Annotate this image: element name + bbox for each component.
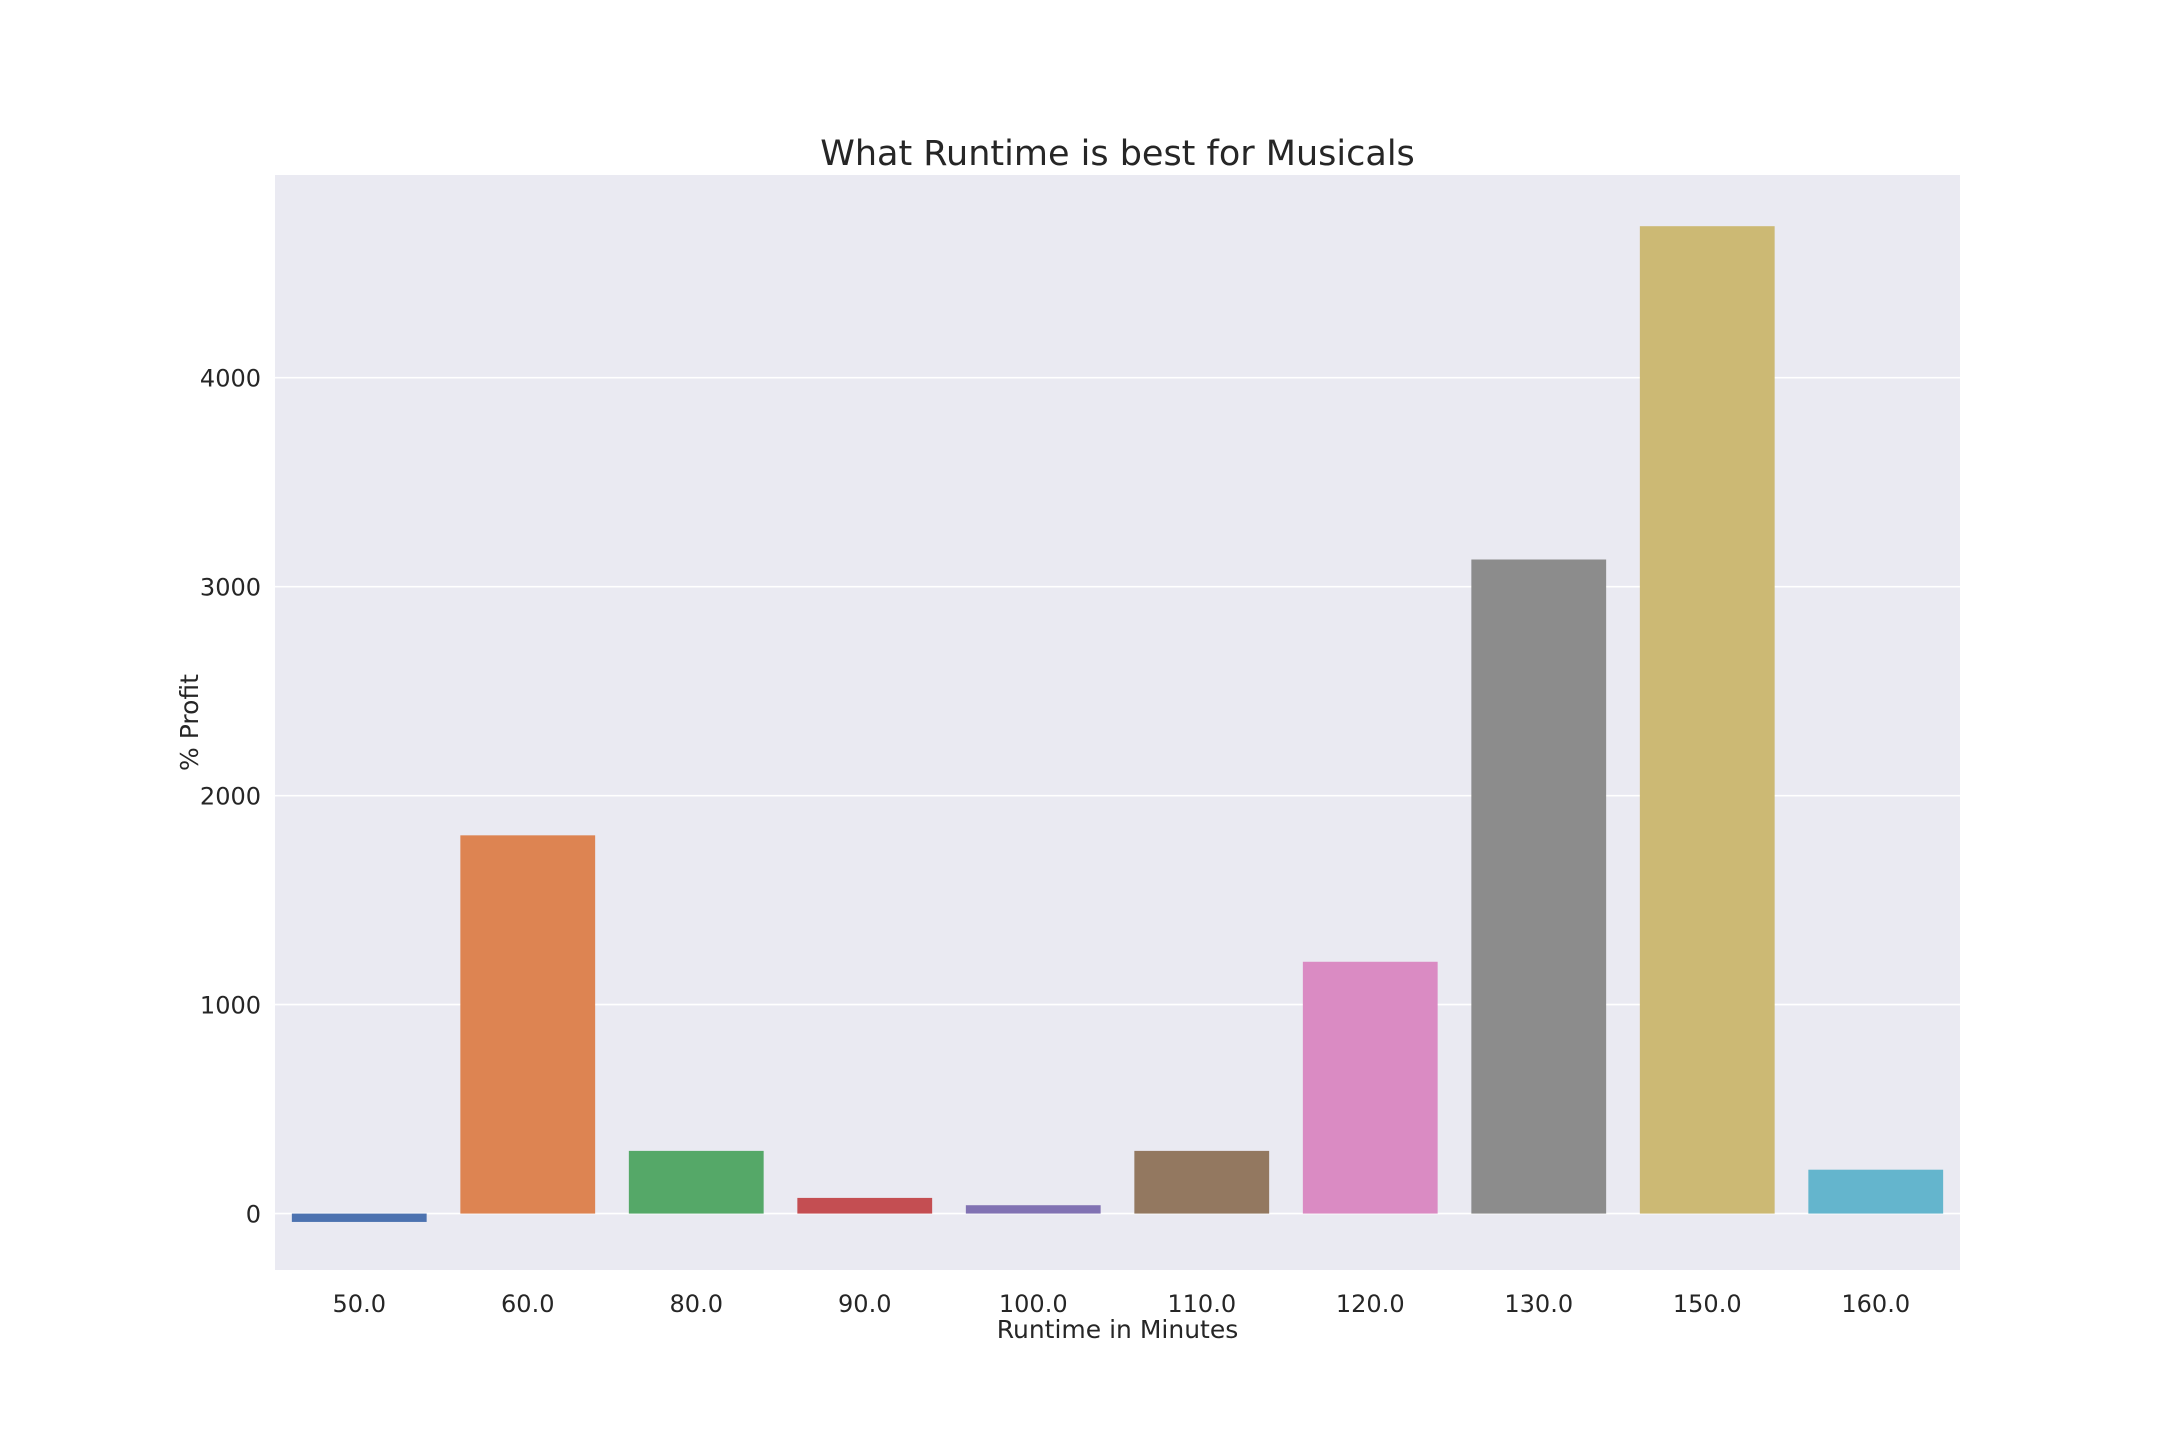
x-tick-label: 50.0: [333, 1290, 386, 1318]
x-tick-label: 160.0: [1841, 1290, 1910, 1318]
bars: [291, 226, 1944, 1222]
bar-160.0: [1808, 1169, 1944, 1214]
x-tick-label: 130.0: [1504, 1290, 1573, 1318]
y-tick-label: 0: [246, 1201, 261, 1229]
y-tick-label: 1000: [200, 992, 261, 1020]
x-tick-label: 90.0: [838, 1290, 891, 1318]
bar-100.0: [965, 1205, 1101, 1214]
y-axis-ticks: 0 1000 2000 3000 4000: [200, 365, 261, 1229]
x-tick-label: 80.0: [670, 1290, 723, 1318]
x-tick-label: 60.0: [501, 1290, 554, 1318]
y-tick-label: 3000: [200, 574, 261, 602]
x-tick-label: 150.0: [1673, 1290, 1742, 1318]
bar-120.0: [1302, 961, 1438, 1214]
y-tick-label: 4000: [200, 365, 261, 393]
y-axis-label: % Profit: [175, 674, 204, 771]
x-axis-ticks: 50.0 60.0 80.0 90.0 100.0 110.0 120.0 130.0 150.…: [333, 1290, 1911, 1318]
bar-90.0: [797, 1197, 933, 1214]
bar-60.0: [460, 835, 596, 1214]
bar-110.0: [1134, 1150, 1270, 1214]
x-axis-label: Runtime in Minutes: [997, 1315, 1239, 1344]
bar-130.0: [1471, 559, 1607, 1214]
bar-80.0: [628, 1150, 764, 1214]
bar-150.0: [1639, 226, 1775, 1214]
chart-title: What Runtime is best for Musicals: [820, 134, 1415, 174]
x-tick-label: 120.0: [1336, 1290, 1405, 1318]
y-tick-label: 2000: [200, 783, 261, 811]
x-tick-label: 100.0: [999, 1290, 1068, 1318]
x-tick-label: 110.0: [1167, 1290, 1236, 1318]
bar-50.0: [291, 1213, 427, 1222]
